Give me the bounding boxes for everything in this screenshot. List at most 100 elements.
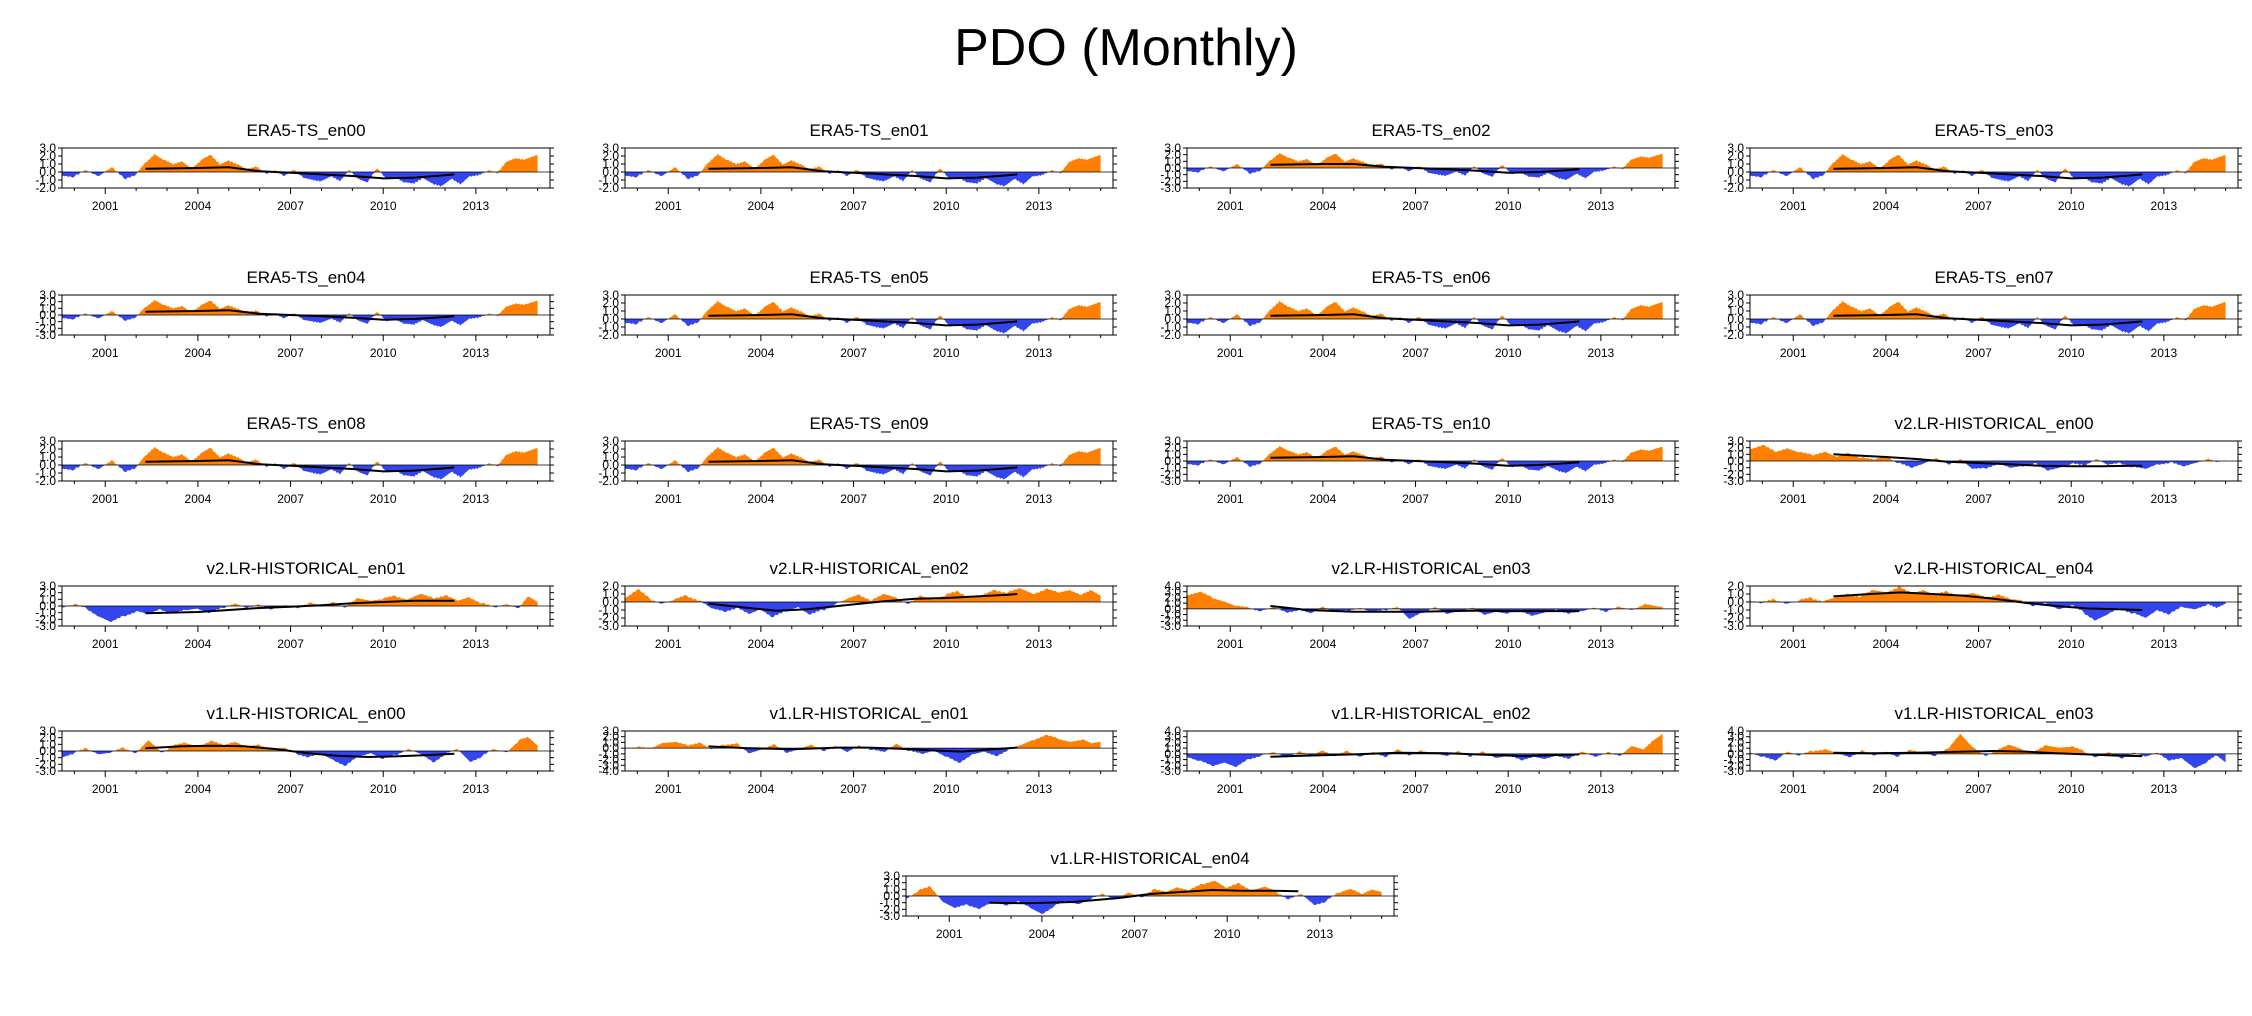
negative-area	[1750, 319, 2226, 334]
x-tick-label: 2013	[1026, 199, 1053, 213]
pdo-panel: ERA5-TS_en01 3.02.01.00.0-1.0-2.0 2001 2004…	[598, 121, 1117, 213]
y-tick-label: 2.0	[1727, 149, 1744, 163]
y-tick-label: 0.0	[1164, 312, 1181, 326]
positive-area	[1187, 733, 1663, 754]
y-tick-label: -2.0	[35, 757, 56, 771]
x-tick-label: 2013	[463, 782, 490, 796]
y-tick-label: -3.0	[1723, 619, 1744, 633]
y-tick-label: -2.0	[1723, 611, 1744, 625]
y-tick-label: 1.0	[39, 301, 56, 315]
y-tick-label: -2.0	[35, 612, 56, 626]
smoothed-line	[1270, 605, 1580, 613]
pdo-panel: v2.LR-HISTORICAL_en04 2.01.00.0-1.0-2.0-3…	[1723, 559, 2242, 651]
y-tick-label: -1.0	[1723, 753, 1744, 767]
x-tick-label: 2010	[933, 492, 960, 506]
x-tick-label: 2004	[185, 346, 212, 360]
x-tick-label: 2004	[1873, 782, 1900, 796]
x-tick-label: 2004	[748, 492, 775, 506]
smoothed-line	[1833, 591, 2143, 611]
y-tick-label: 0.0	[1727, 595, 1744, 609]
negative-area	[62, 751, 538, 766]
smoothed-line	[708, 593, 1018, 612]
y-tick-label: -2.0	[1723, 181, 1744, 195]
x-tick-label: 2001	[1217, 637, 1244, 651]
x-tick-label: 2010	[933, 346, 960, 360]
x-tick-label: 2010	[2058, 637, 2085, 651]
x-tick-label: 2007	[1965, 199, 1992, 213]
x-tick-label: 2001	[92, 492, 119, 506]
positive-area	[906, 880, 1382, 896]
y-tick-label: -3.0	[1160, 181, 1181, 195]
positive-area	[1187, 591, 1663, 609]
x-tick-label: 2001	[92, 637, 119, 651]
y-tick-label: 3.0	[1727, 434, 1744, 448]
y-tick-label: 2.0	[602, 296, 619, 310]
panel-title: ERA5-TS_en00	[246, 121, 365, 140]
x-tick-label: 2010	[1495, 199, 1522, 213]
x-tick-label: 2007	[277, 199, 304, 213]
plot-frame	[1749, 730, 2239, 772]
y-tick-label: -1.0	[1723, 320, 1744, 334]
x-tick-label: 2004	[1029, 927, 1056, 941]
pdo-panel: ERA5-TS_en09 3.02.01.00.0-1.0-2.0 2001 2004…	[598, 414, 1117, 506]
y-tick-label: -4.0	[598, 764, 619, 778]
negative-area	[62, 172, 538, 187]
positive-area	[625, 300, 1101, 319]
positive-area	[625, 734, 1101, 749]
negative-area	[1187, 608, 1663, 620]
smoothed-line	[1833, 313, 2143, 327]
x-tick-label: 2007	[277, 346, 304, 360]
positive-area	[1750, 586, 2226, 602]
x-tick-label: 2010	[370, 346, 397, 360]
y-tick-label: 2.0	[1164, 590, 1181, 604]
y-tick-label: 1.0	[602, 304, 619, 318]
x-tick-label: 2010	[1495, 492, 1522, 506]
x-tick-label: 2001	[92, 782, 119, 796]
y-tick-label: -2.0	[598, 611, 619, 625]
y-tick-label: 4.0	[1727, 724, 1744, 738]
y-tick-label: 1.0	[602, 157, 619, 171]
y-tick-label: 2.0	[602, 149, 619, 163]
smoothed-line	[989, 888, 1299, 905]
x-tick-label: 2007	[840, 637, 867, 651]
pdo-panel: ERA5-TS_en07 3.02.01.00.0-1.0-2.0 2001 2004…	[1723, 268, 2242, 360]
x-tick-label: 2004	[185, 199, 212, 213]
x-tick-label: 2010	[2058, 492, 2085, 506]
y-tick-label: -3.0	[35, 619, 56, 633]
x-tick-label: 2001	[655, 492, 682, 506]
y-tick-label: 1.0	[39, 737, 56, 751]
x-tick-label: 2007	[840, 199, 867, 213]
x-tick-label: 2007	[277, 492, 304, 506]
x-tick-label: 2010	[933, 199, 960, 213]
y-tick-label: -3.0	[35, 764, 56, 778]
y-tick-label: 0.0	[602, 741, 619, 755]
y-tick-label: 0.0	[1164, 161, 1181, 175]
y-tick-label: 0.0	[39, 599, 56, 613]
x-tick-label: 2004	[1310, 782, 1337, 796]
y-tick-label: 0.0	[1727, 454, 1744, 468]
y-tick-label: 3.0	[39, 288, 56, 302]
y-tick-label: 1.0	[1727, 304, 1744, 318]
y-tick-label: 3.0	[39, 141, 56, 155]
y-tick-label: 1.0	[602, 450, 619, 464]
x-tick-label: 2010	[1214, 927, 1241, 941]
y-tick-label: 3.0	[1164, 730, 1181, 744]
negative-area	[625, 602, 1101, 618]
x-tick-label: 2001	[1217, 346, 1244, 360]
y-tick-label: 2.0	[602, 579, 619, 593]
y-tick-label: -3.0	[598, 619, 619, 633]
x-tick-label: 2001	[655, 346, 682, 360]
x-tick-label: 2007	[1402, 782, 1429, 796]
x-tick-label: 2007	[1402, 492, 1429, 506]
y-tick-label: 3.0	[883, 869, 900, 883]
y-tick-label: -1.0	[1160, 753, 1181, 767]
y-tick-label: -2.0	[35, 474, 56, 488]
pdo-panel: v2.LR-HISTORICAL_en03 4.03.02.01.00.0-1.0…	[1160, 559, 1679, 651]
panel-title: ERA5-TS_en04	[246, 268, 365, 287]
positive-area	[1187, 152, 1663, 168]
x-tick-label: 2001	[92, 199, 119, 213]
negative-area	[62, 606, 538, 622]
y-tick-label: 2.0	[602, 442, 619, 456]
panel-title: ERA5-TS_en01	[809, 121, 928, 140]
pdo-panel: ERA5-TS_en04 3.02.01.00.0-1.0-2.0-3.0 2001…	[35, 268, 554, 360]
